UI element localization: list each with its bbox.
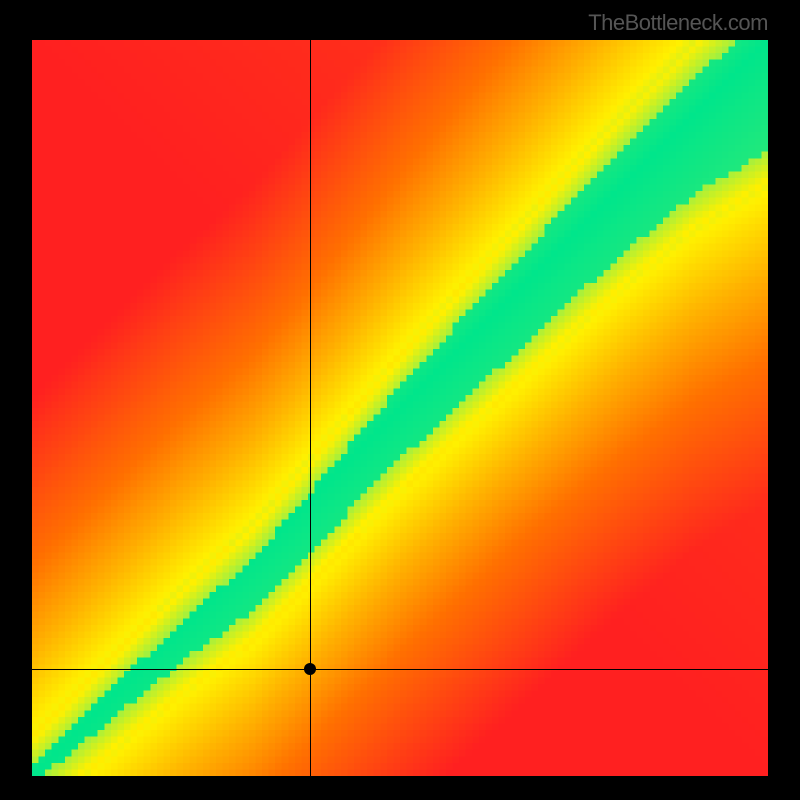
crosshair-horizontal [32,669,768,670]
watermark-text: TheBottleneck.com [588,10,768,36]
heatmap-canvas [32,40,768,776]
crosshair-marker [304,663,316,675]
bottleneck-heatmap [32,40,768,776]
